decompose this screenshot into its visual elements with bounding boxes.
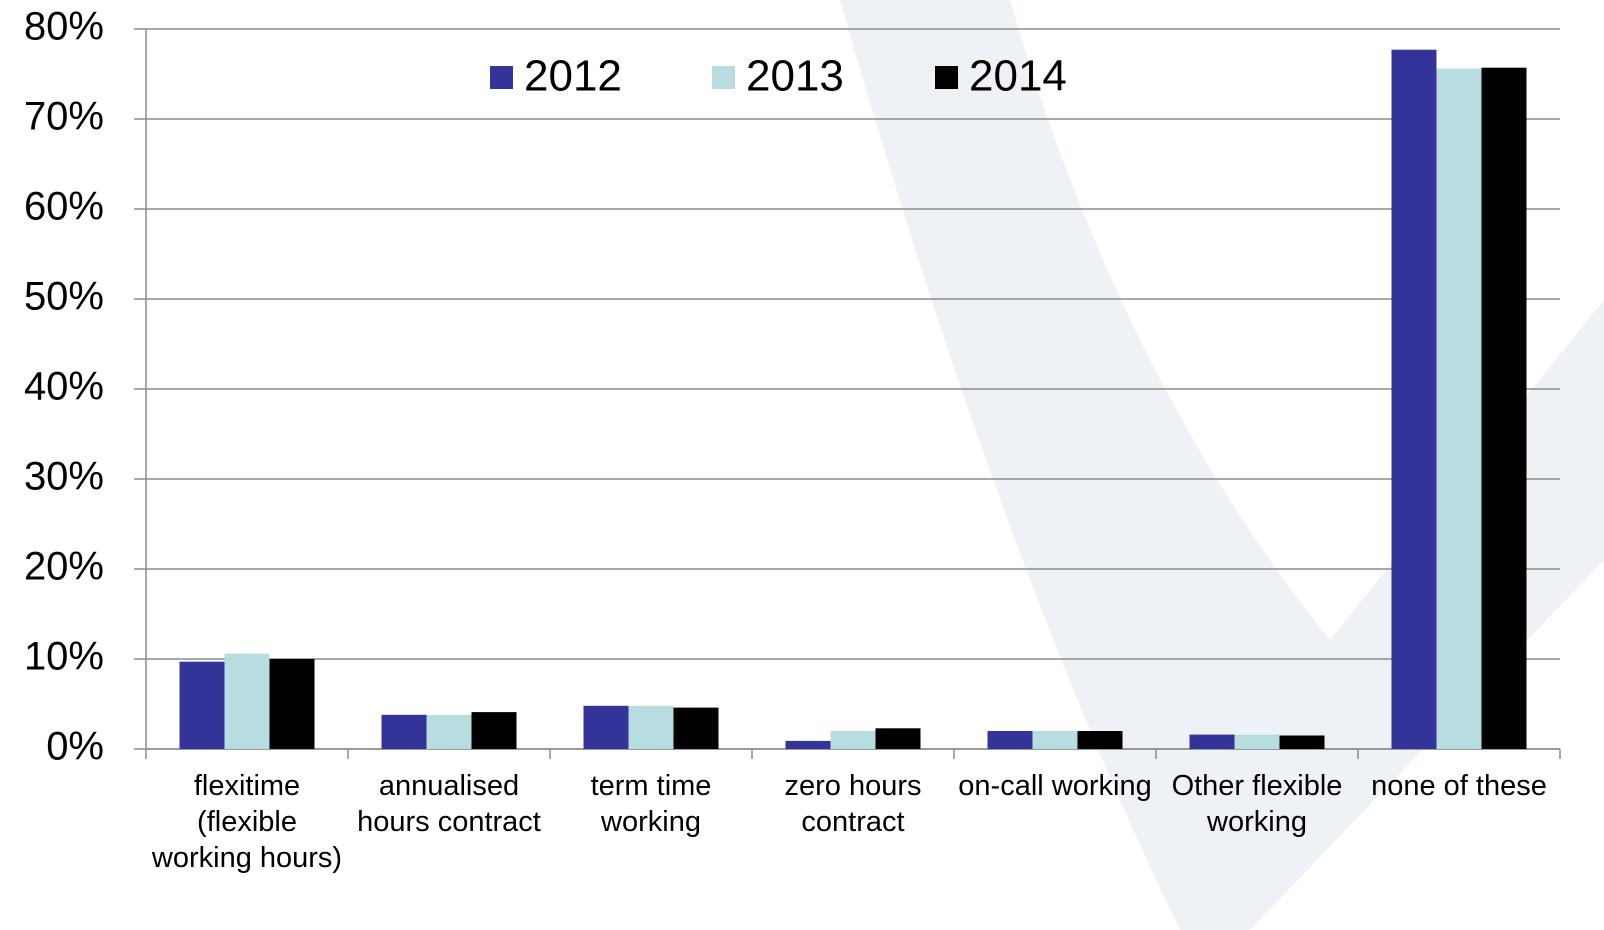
bar <box>1436 68 1482 750</box>
bar <box>471 712 517 749</box>
y-tick-label: 60% <box>24 185 104 229</box>
bar <box>269 659 315 749</box>
x-tick-label: Other flexible working <box>1171 770 1343 838</box>
legend-label: 2012 <box>524 52 622 101</box>
y-tick-label: 10% <box>24 635 104 679</box>
y-tick-label: 70% <box>24 95 104 139</box>
x-tick-label: flexitime (flexible working hours) <box>151 770 343 874</box>
y-tick-label: 40% <box>24 365 104 409</box>
bar <box>875 728 921 749</box>
legend-label: 2013 <box>746 52 844 101</box>
bar <box>830 731 876 749</box>
bar <box>1189 734 1235 749</box>
legend-swatch <box>490 66 513 89</box>
y-tick-label: 30% <box>24 455 104 499</box>
legend-swatch <box>935 66 958 89</box>
bar <box>426 714 472 749</box>
bar <box>785 740 831 749</box>
x-tick-label: annualised hours contract <box>357 770 541 838</box>
bar <box>1077 731 1123 749</box>
y-tick-label: 50% <box>24 275 104 319</box>
bar <box>224 653 270 749</box>
legend-swatch <box>712 66 735 89</box>
bar <box>1032 731 1078 749</box>
bar <box>1279 735 1325 749</box>
bar <box>583 705 629 749</box>
bar <box>1234 734 1280 749</box>
y-tick-label: 80% <box>24 5 104 49</box>
bar <box>179 661 225 749</box>
x-tick-label: none of these <box>1371 770 1547 802</box>
x-tick-label: term time working <box>590 770 712 838</box>
bar <box>1391 49 1437 749</box>
y-tick-label: 0% <box>46 725 104 769</box>
bar <box>1481 67 1527 749</box>
bar <box>381 714 427 749</box>
legend-label: 2014 <box>969 52 1067 101</box>
bar <box>987 731 1033 749</box>
bar <box>673 707 719 749</box>
y-tick-label: 20% <box>24 545 104 589</box>
bar <box>628 705 674 749</box>
x-tick-label: zero hours contract <box>784 770 922 838</box>
x-tick-label: on-call working <box>958 770 1152 802</box>
